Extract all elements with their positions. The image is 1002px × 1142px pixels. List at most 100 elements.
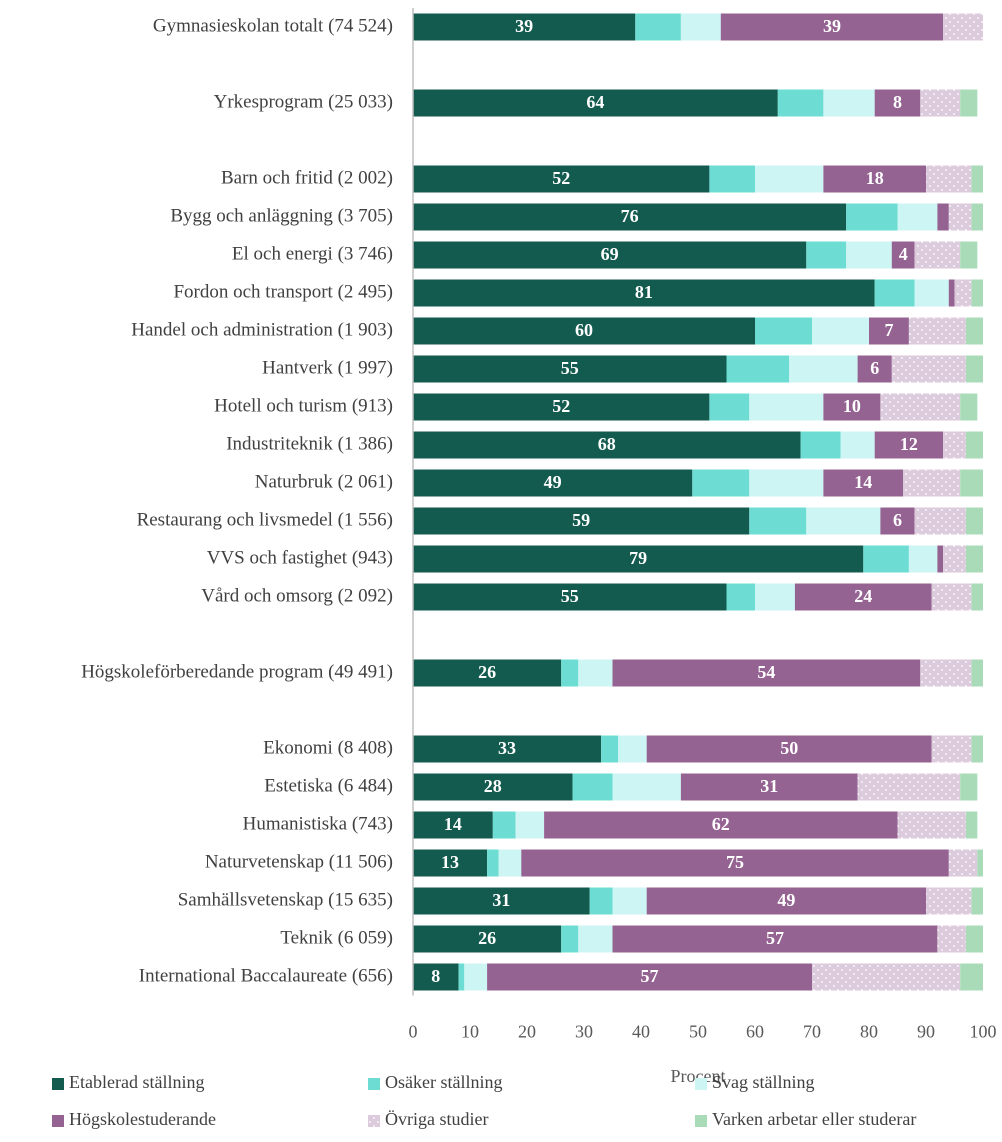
bar-segment	[874, 279, 915, 307]
bar-segment	[937, 545, 944, 573]
bar-segment	[521, 849, 949, 877]
legend-label: Varken arbetar eller studerar	[712, 1109, 916, 1129]
bar-segment	[800, 431, 841, 459]
bar-segment	[897, 811, 966, 839]
bar-segment	[635, 13, 681, 41]
y-tick-label: VVS och fastighet (943)	[207, 547, 393, 568]
bar-segment	[755, 165, 824, 193]
data-label: 8	[431, 966, 440, 986]
bar-segment	[914, 241, 961, 269]
data-label: 6	[870, 358, 879, 378]
bar-segment	[413, 887, 590, 915]
bar-segment	[709, 393, 750, 421]
bar-segment	[920, 89, 961, 117]
data-label: 33	[498, 738, 516, 758]
y-tick-label: Gymnasieskolan totalt (74 524)	[153, 15, 393, 36]
data-label: 79	[629, 548, 647, 568]
bar-segment	[874, 431, 944, 459]
bar-segment	[601, 735, 619, 763]
x-tick-label: 30	[575, 1022, 593, 1042]
bar-segment	[413, 545, 864, 573]
legend-swatch	[695, 1078, 707, 1090]
bar-segment	[413, 355, 727, 383]
bar-segment	[954, 279, 972, 307]
bar-segment	[908, 317, 966, 345]
bar-segment	[943, 13, 983, 41]
data-label: 49	[544, 472, 562, 492]
y-tick-label: International Baccalaureate (656)	[139, 965, 393, 986]
bar-segment	[464, 963, 488, 991]
bar-segment	[589, 887, 613, 915]
bar-segment	[755, 583, 795, 611]
bar-segment	[943, 431, 966, 459]
bar-segment	[515, 811, 545, 839]
data-label: 64	[586, 92, 604, 112]
bar-segment	[971, 659, 983, 687]
bar-segment	[891, 355, 966, 383]
y-tick-label: Industriteknik (1 386)	[226, 433, 393, 454]
legend-swatch	[52, 1115, 64, 1127]
bar-segment	[965, 545, 983, 573]
bar-segment	[413, 583, 727, 611]
bar-segment	[720, 13, 944, 41]
bar-segment	[646, 887, 926, 915]
bar-segment	[612, 659, 921, 687]
bar-segment	[960, 241, 978, 269]
bar-segment	[413, 773, 573, 801]
data-label: 7	[884, 320, 893, 340]
legend-swatch	[368, 1115, 380, 1127]
legend-label: Osäker ställning	[385, 1072, 502, 1092]
y-tick-label: Teknik (6 059)	[280, 927, 393, 948]
bar-segment	[578, 925, 613, 953]
bar-segment	[960, 963, 983, 991]
bar-segment	[948, 279, 955, 307]
data-label: 52	[552, 396, 570, 416]
bar-segment	[920, 659, 972, 687]
bar-segment	[891, 241, 915, 269]
x-tick-label: 60	[746, 1022, 764, 1042]
data-label: 14	[444, 814, 462, 834]
y-tick-label: Hotell och turism (913)	[214, 395, 393, 416]
y-tick-label: Yrkesprogram (25 033)	[214, 91, 393, 112]
bar-segment	[823, 165, 926, 193]
bar-segment	[413, 279, 875, 307]
x-tick-label: 10	[461, 1022, 479, 1042]
y-tick-label: Bygg och anläggning (3 705)	[170, 205, 393, 226]
bar-segment	[965, 355, 983, 383]
data-label: 6	[893, 510, 902, 530]
bar-segment	[960, 773, 978, 801]
bar-segment	[812, 317, 869, 345]
bar-segment	[977, 849, 983, 877]
bar-segment	[823, 469, 904, 497]
y-tick-label: Humanistiska (743)	[243, 813, 393, 834]
bar-segment	[863, 545, 909, 573]
bar-segment	[487, 849, 499, 877]
data-label: 49	[777, 890, 795, 910]
y-tick-label: Vård och omsorg (2 092)	[201, 585, 393, 606]
bar-segment	[914, 279, 949, 307]
data-label: 26	[478, 928, 496, 948]
bar-segment	[680, 13, 721, 41]
bar-segment	[971, 583, 983, 611]
data-label: 13	[441, 852, 459, 872]
data-label: 18	[866, 168, 884, 188]
bar-segment	[612, 773, 681, 801]
y-tick-label: Fordon och transport (2 495)	[173, 281, 393, 302]
x-tick-label: 0	[409, 1022, 418, 1042]
bar-segment	[874, 89, 921, 117]
bar-segment	[413, 241, 807, 269]
bar-segment	[749, 507, 807, 535]
bar-segment	[908, 545, 938, 573]
x-tick-label: 100	[970, 1022, 997, 1042]
bar-segment	[960, 89, 978, 117]
y-tick-label: Naturbruk (2 061)	[255, 471, 393, 492]
bar-segment	[846, 203, 898, 231]
bar-segment	[413, 89, 778, 117]
y-tick-label: Samhällsvetenskap (15 635)	[178, 889, 393, 910]
data-label: 4	[899, 244, 908, 264]
bar-segment	[692, 469, 750, 497]
x-tick-label: 40	[632, 1022, 650, 1042]
bar-segment	[413, 925, 562, 953]
data-label: 12	[900, 434, 918, 454]
bar-segment	[965, 507, 983, 535]
